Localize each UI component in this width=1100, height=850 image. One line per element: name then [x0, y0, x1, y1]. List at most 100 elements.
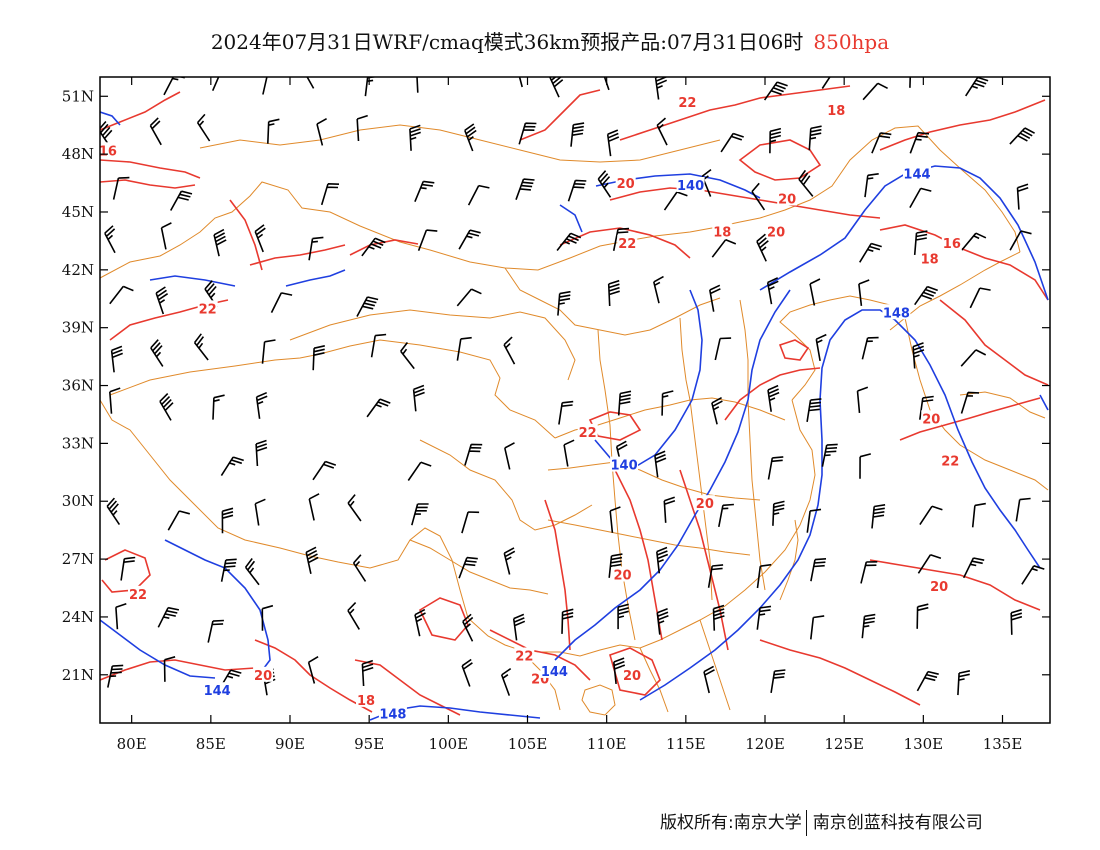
wind-barb: [913, 230, 928, 255]
temperature-contour: [614, 469, 663, 641]
wind-barb: [909, 77, 912, 88]
wind-barb: [109, 387, 121, 414]
temperature-contour: [100, 91, 181, 131]
temperature-label-bg: [940, 452, 961, 468]
wind-barb: [120, 556, 136, 581]
wind-barb: [751, 182, 766, 211]
height-label: 140: [611, 459, 638, 474]
wind-barb: [204, 280, 218, 308]
wind-barb: [1009, 127, 1035, 145]
map-frame: [99, 76, 1051, 724]
wind-barb: [961, 232, 987, 251]
temperature-label-bg: [612, 566, 633, 582]
wind-barb: [416, 77, 419, 93]
wind-barb: [307, 656, 319, 684]
lat-tick-label: 21N: [62, 666, 94, 684]
wind-barb: [1015, 497, 1031, 522]
sichuan-outline: [419, 439, 593, 531]
height-label-bg: [378, 705, 407, 721]
wind-barb: [971, 502, 986, 528]
wind-barb: [756, 605, 772, 630]
copyright-nanjing-university: 版权所有:南京大学: [660, 813, 802, 833]
wind-barb: [211, 77, 220, 92]
temperature-label-bg: [197, 300, 218, 316]
temperature-label: 20: [623, 669, 641, 684]
wind-barb: [1016, 183, 1029, 210]
wind-barb: [504, 442, 515, 470]
wind-barb: [858, 279, 870, 306]
wind-barb: [316, 118, 327, 146]
wind-barb: [109, 285, 134, 305]
lat-tick-label: 27N: [62, 550, 94, 568]
wind-barb: [919, 505, 943, 526]
temperature-contour: [738, 139, 822, 181]
temperature-contour: [249, 244, 346, 266]
axis-labels: 80E 85E 90E 95E 100E 105E 110E 115E 120E 125E 130E…: [62, 87, 1023, 753]
wind-barb: [107, 664, 124, 688]
temperature-contour: [519, 89, 601, 141]
wind-barb: [919, 395, 934, 420]
wind-barb: [663, 496, 676, 523]
wind-barb: [654, 450, 667, 478]
wind-barb: [859, 242, 882, 263]
wind-barb: [909, 187, 932, 208]
height-contour: [1039, 394, 1049, 411]
wind-barb: [1010, 608, 1023, 635]
lat-tick-label: 33N: [62, 434, 94, 452]
temperature-contour: [489, 629, 591, 681]
temperature-contour: [899, 397, 1041, 441]
temperature-contour: [229, 199, 263, 271]
wind-barb: [549, 77, 564, 98]
wind-barb: [254, 498, 266, 526]
wind-barb: [503, 336, 516, 365]
wind-barb: [821, 77, 831, 89]
wind-barb: [763, 81, 788, 101]
height-label: 148: [379, 707, 406, 722]
china-border-north: [100, 125, 1021, 279]
temperature-label-bg: [253, 666, 274, 682]
wind-barb: [709, 284, 721, 312]
wind-barb: [909, 131, 930, 154]
wind-barb: [347, 494, 362, 522]
temperature-label: 20: [254, 669, 272, 684]
lat-tick-label: 45N: [62, 203, 94, 221]
yunnan-outline: [409, 539, 549, 595]
temperature-label: 18: [357, 694, 375, 709]
temperature-label: 20: [922, 412, 940, 427]
wind-barb: [962, 557, 985, 579]
wind-barb: [467, 184, 490, 206]
wind-barb: [663, 191, 688, 211]
temperature-label: 22: [941, 455, 959, 470]
height-label-bg: [882, 304, 911, 320]
temperature-label: 20: [696, 497, 714, 512]
wind-barb: [917, 554, 942, 574]
temperature-label-bg: [712, 223, 733, 239]
wind-barb: [167, 510, 191, 531]
height-label-bg: [676, 176, 705, 192]
temperature-label: 20: [778, 192, 796, 207]
contour-labels: 16 22 18 20 20 22 18 20 16 18 22 22 20 22 20 20 20 22 22 20…: [100, 94, 962, 722]
wind-barb: [212, 394, 225, 420]
wind-barb: [149, 117, 162, 146]
wind-barb: [711, 238, 737, 258]
height-contour: [759, 165, 1049, 301]
wind-barb: [461, 658, 473, 687]
wind-barb: [515, 178, 535, 200]
wind-barb: [871, 504, 886, 529]
wind-barb: [213, 228, 227, 257]
wind-barb: [312, 460, 337, 481]
wind-barb: [254, 224, 266, 253]
wind-barb: [570, 122, 585, 147]
map-title-main: 2024年07月31日WRF/cmaq模式36km预报产品:07月31日06时: [210, 30, 804, 54]
wind-barb: [656, 546, 669, 574]
wind-barb: [567, 179, 587, 202]
wind-barb: [712, 604, 725, 631]
wind-barb: [500, 667, 512, 696]
temperature-label: 18: [827, 104, 845, 119]
temperature-contour: [609, 647, 661, 696]
wind-barb: [458, 229, 481, 250]
wind-barb: [305, 546, 319, 574]
temperature-contour: [609, 187, 881, 219]
wind-barb: [518, 122, 537, 145]
wind-barb: [244, 558, 260, 586]
